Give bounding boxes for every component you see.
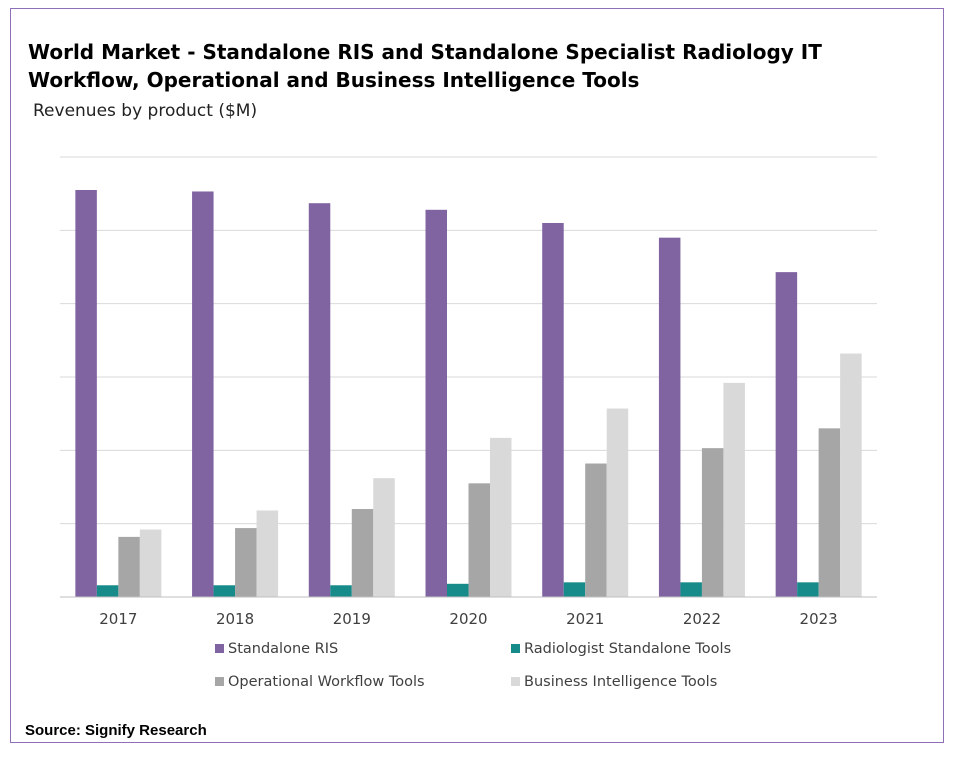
bar-standalone-ris-2018 <box>192 191 214 597</box>
bar-radiologist-standalone-tools-2020 <box>447 583 469 597</box>
legend-label: Business Intelligence Tools <box>524 674 717 690</box>
bar-standalone-ris-2021 <box>542 223 564 597</box>
bar-standalone-ris-2017 <box>75 190 97 597</box>
legend: Standalone RIS Radiologist Standalone Too… <box>215 641 731 690</box>
x-tick-label: 2018 <box>216 610 254 628</box>
legend-label: Radiologist Standalone Tools <box>524 641 731 657</box>
bar-business-intelligence-tools-2017 <box>139 529 162 597</box>
bar-standalone-ris-2020 <box>425 209 447 598</box>
bar-operational-workflow-tools-2017 <box>118 536 140 597</box>
x-tick-label: 2023 <box>800 610 838 628</box>
bar-business-intelligence-tools-2023 <box>840 353 862 597</box>
bar-radiologist-standalone-tools-2022 <box>680 582 702 597</box>
bar-business-intelligence-tools-2022 <box>723 382 745 597</box>
x-tick-label: 2017 <box>99 610 137 628</box>
x-tick-label: 2020 <box>449 610 487 628</box>
bars <box>75 190 862 598</box>
chart-subtitle: Revenues by product ($M) <box>33 101 258 121</box>
chart-title: World Market - Standalone RIS and Standa… <box>28 38 928 94</box>
legend-swatch <box>215 644 224 653</box>
bar-radiologist-standalone-tools-2019 <box>330 585 352 597</box>
source-note: Source: Signify Research <box>25 722 207 739</box>
bar-radiologist-standalone-tools-2018 <box>213 585 236 597</box>
bar-radiologist-standalone-tools-2017 <box>96 585 119 597</box>
bar-operational-workflow-tools-2019 <box>351 509 374 597</box>
legend-swatch <box>511 677 520 686</box>
legend-label: Standalone RIS <box>228 641 338 657</box>
x-tick-label: 2022 <box>683 610 721 628</box>
bar-operational-workflow-tools-2023 <box>818 428 841 597</box>
chart-title-line-2: Workflow, Operational and Business Intel… <box>28 68 640 92</box>
bar-operational-workflow-tools-2021 <box>585 463 607 597</box>
x-tick-label: 2019 <box>333 610 371 628</box>
bar-business-intelligence-tools-2018 <box>256 510 279 597</box>
bar-operational-workflow-tools-2022 <box>701 448 724 597</box>
legend-label: Operational Workflow Tools <box>228 674 425 690</box>
bar-business-intelligence-tools-2020 <box>490 437 512 597</box>
x-tick-labels: 2017 2018 2019 2020 2021 2022 2023 <box>99 610 837 628</box>
bar-operational-workflow-tools-2020 <box>468 483 490 597</box>
chart-title-line-1: World Market - Standalone RIS and Standa… <box>28 40 822 64</box>
bar-radiologist-standalone-tools-2023 <box>797 582 819 597</box>
legend-swatch <box>511 644 520 653</box>
bar-standalone-ris-2023 <box>775 272 798 597</box>
bar-business-intelligence-tools-2021 <box>606 408 629 597</box>
bar-standalone-ris-2022 <box>658 237 681 598</box>
x-tick-label: 2021 <box>566 610 604 628</box>
bar-standalone-ris-2019 <box>308 203 331 597</box>
bar-radiologist-standalone-tools-2021 <box>563 582 586 597</box>
gridlines <box>60 156 877 525</box>
bar-business-intelligence-tools-2019 <box>373 478 395 597</box>
bar-operational-workflow-tools-2018 <box>235 528 257 597</box>
legend-swatch <box>215 677 224 686</box>
